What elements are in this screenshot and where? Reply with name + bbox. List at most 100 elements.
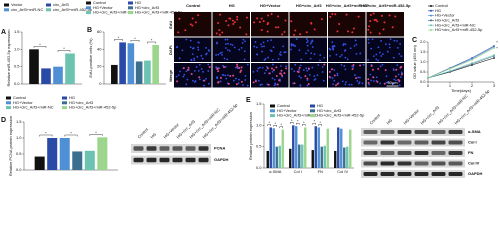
legend-swatch <box>6 101 11 105</box>
nucleus <box>397 73 400 76</box>
nucleus <box>391 83 394 85</box>
blot-band <box>363 151 378 155</box>
nucleus <box>277 57 280 60</box>
legend-swatch <box>270 104 275 108</box>
edu-cell <box>307 82 310 85</box>
nucleus <box>254 41 257 43</box>
edu-cell <box>328 75 331 78</box>
nucleus <box>280 54 282 56</box>
legend-swatch <box>128 11 133 15</box>
nucleus <box>379 51 381 54</box>
nucleus <box>193 57 196 60</box>
edu-cell <box>380 14 383 17</box>
y-tick-label: 0.5 <box>256 144 262 149</box>
y-tick-label: 0.0 <box>420 79 426 84</box>
edu-cell <box>215 32 218 35</box>
nucleus <box>231 44 234 46</box>
edu-cell <box>310 22 313 25</box>
nucleus <box>316 74 319 77</box>
nucleus <box>377 46 380 49</box>
nucleus <box>256 69 259 72</box>
nucleus <box>355 43 358 46</box>
nucleus <box>292 82 294 85</box>
edu-cell <box>376 20 379 23</box>
x-tick-label: Col I <box>294 169 302 174</box>
nucleus <box>185 70 188 73</box>
nucleus <box>370 79 373 82</box>
nucleus <box>261 45 263 48</box>
legend-label: HG+Vector <box>435 13 455 18</box>
nucleus <box>302 69 305 71</box>
blot-strip <box>131 155 211 165</box>
significance-bracket <box>33 46 47 48</box>
nucleus <box>198 63 201 66</box>
bar <box>152 45 159 84</box>
nucleus <box>340 63 343 66</box>
legend-swatch <box>430 5 432 7</box>
nucleus <box>178 57 181 60</box>
edu-cell <box>232 22 235 25</box>
edu-cell <box>328 70 331 73</box>
nucleus <box>308 74 311 76</box>
nucleus <box>226 49 229 51</box>
bar <box>349 129 352 168</box>
edu-cell <box>217 70 220 73</box>
edu-cell <box>299 33 302 36</box>
edu-cell <box>267 83 270 86</box>
nucleus <box>322 79 325 82</box>
edu-cell <box>236 15 239 18</box>
bar <box>301 144 304 168</box>
nucleus <box>224 65 227 68</box>
nucleus <box>190 59 193 62</box>
legend-label: HG+circ_Arf3+miR-NC <box>93 10 134 15</box>
nucleus <box>224 38 227 41</box>
nucleus <box>283 51 286 54</box>
nucleus <box>313 75 316 78</box>
legend-label: HG+circ_Arf3+miR-452-5p <box>135 10 183 15</box>
nucleus <box>388 43 391 46</box>
significance: * <box>134 36 136 41</box>
significance-bracket <box>279 126 283 129</box>
nucleus <box>361 82 364 85</box>
blot-band <box>414 161 429 166</box>
bar <box>266 150 269 168</box>
legend-label: HG <box>317 103 323 108</box>
bar <box>346 146 349 168</box>
nucleus <box>183 73 186 76</box>
y-tick-label: 1.5 <box>16 119 22 124</box>
legend-label: circ_Arf3+miR-452-5p <box>53 7 93 12</box>
nucleus <box>223 57 226 60</box>
nucleus <box>369 73 372 76</box>
nucleus <box>305 38 308 40</box>
micrograph <box>212 63 250 88</box>
nucleus <box>329 55 331 57</box>
edu-cell <box>221 31 224 34</box>
nucleus <box>377 59 380 62</box>
nucleus <box>262 41 265 44</box>
nucleus <box>385 43 387 46</box>
blot-band <box>448 151 463 155</box>
nucleus <box>344 43 347 46</box>
nucleus <box>367 42 370 44</box>
significance-bracket <box>89 134 103 136</box>
micrograph <box>251 12 289 37</box>
blot-band <box>172 146 183 151</box>
column-label: HG+Vector <box>260 3 281 8</box>
nucleus <box>290 48 292 51</box>
nucleus <box>332 45 335 47</box>
nucleus <box>235 77 237 80</box>
nucleus <box>380 40 383 42</box>
nucleus <box>298 49 301 52</box>
nucleus <box>331 77 334 79</box>
edu-cell <box>391 26 394 29</box>
bar <box>72 151 83 170</box>
edu-cell <box>280 69 283 72</box>
bar <box>47 138 58 170</box>
blot-band <box>198 157 209 163</box>
significance: * <box>70 131 72 136</box>
edu-cell <box>383 82 386 85</box>
lane-label: Control <box>368 113 381 126</box>
nucleus <box>346 58 349 61</box>
edu-cell <box>313 28 316 31</box>
edu-cell <box>373 19 376 22</box>
